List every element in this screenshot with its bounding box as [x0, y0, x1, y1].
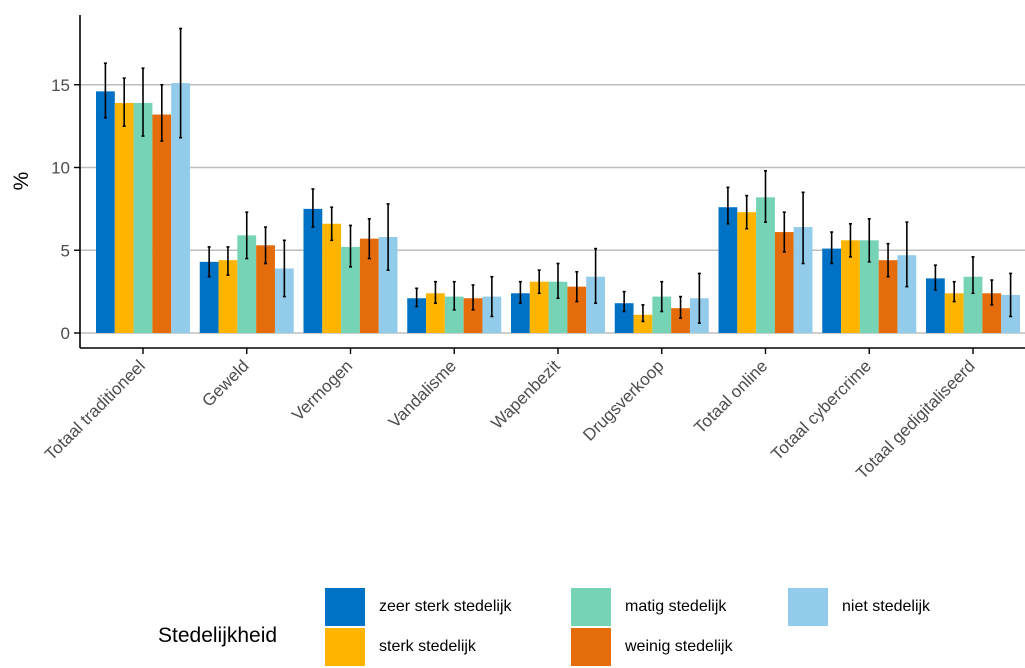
bar-sterk-stedelijk-vermogen	[322, 223, 342, 333]
bar-matig-stedelijk-totaal-cybercrime	[859, 240, 879, 333]
bar-weinig-stedelijk-totaal-online	[774, 232, 794, 333]
bar-matig-stedelijk-totaal-traditioneel	[133, 102, 153, 333]
legend-label-niet-stedelijk: niet stedelijk	[842, 598, 931, 615]
bar-weinig-stedelijk-drugsverkoop	[671, 308, 690, 333]
y-axis-title: %	[10, 172, 33, 191]
bar-matig-stedelijk-totaal-online	[756, 197, 775, 333]
bar-zeer-sterk-stedelijk-totaal-traditioneel	[96, 91, 115, 334]
bar-weinig-stedelijk-totaal-cybercrime	[878, 260, 898, 333]
bar-zeer-sterk-stedelijk-totaal-cybercrime	[822, 248, 842, 333]
bar-matig-stedelijk-totaal-gedigitaliseerd	[963, 276, 983, 333]
bar-zeer-sterk-stedelijk-wapenbezit	[511, 293, 530, 333]
bar-niet-stedelijk-totaal-online	[793, 227, 813, 333]
legend-label-zeer-sterk-stedelijk: zeer sterk stedelijk	[379, 598, 512, 615]
bar-zeer-sterk-stedelijk-vandalisme	[407, 298, 427, 333]
bar-zeer-sterk-stedelijk-totaal-online	[718, 207, 738, 333]
error-bars	[103, 27, 1013, 324]
bar-niet-stedelijk-geweld	[274, 268, 294, 333]
legend-label-weinig-stedelijk: weinig stedelijk	[624, 638, 734, 655]
x-tick-label: Vermogen	[288, 356, 356, 424]
bar-weinig-stedelijk-vermogen	[359, 238, 379, 333]
legend-key-zeer-sterk-stedelijk	[325, 588, 365, 626]
legend-title: Stedelijkheid	[158, 624, 277, 647]
bar-sterk-stedelijk-wapenbezit	[529, 281, 549, 333]
x-tick-label: Drugsverkoop	[579, 356, 667, 444]
bar-sterk-stedelijk-vandalisme	[426, 293, 445, 333]
bar-sterk-stedelijk-totaal-cybercrime	[841, 240, 860, 333]
legend-key-sterk-stedelijk	[325, 628, 365, 666]
legend-key-niet-stedelijk	[788, 588, 828, 626]
bar-zeer-sterk-stedelijk-vermogen	[303, 208, 323, 333]
x-tick-label: Totaal gedigitaliseerd	[852, 356, 978, 482]
bar-weinig-stedelijk-geweld	[256, 245, 275, 333]
bars	[96, 83, 1020, 334]
x-tick-label: Totaal traditioneel	[41, 356, 149, 464]
bar-sterk-stedelijk-totaal-online	[737, 212, 757, 333]
legend-label-sterk-stedelijk: sterk stedelijk	[379, 638, 477, 655]
bar-sterk-stedelijk-totaal-traditioneel	[114, 102, 134, 333]
y-tick-label: 0	[61, 324, 70, 343]
bar-matig-stedelijk-geweld	[237, 235, 257, 333]
bar-weinig-stedelijk-totaal-traditioneel	[152, 114, 172, 333]
legend-label-matig-stedelijk: matig stedelijk	[625, 598, 727, 615]
legend-key-weinig-stedelijk	[571, 628, 611, 666]
bar-sterk-stedelijk-geweld	[218, 260, 238, 333]
axes	[79, 15, 1025, 349]
legend-key-matig-stedelijk	[571, 588, 611, 626]
x-tick-label: Vandalisme	[385, 356, 460, 431]
bar-niet-stedelijk-totaal-cybercrime	[897, 255, 917, 333]
x-tick-label: Totaal online	[690, 356, 771, 437]
y-ticks: 0 5 10 15	[51, 76, 80, 343]
bar-weinig-stedelijk-vandalisme	[463, 298, 483, 333]
bar-sterk-stedelijk-drugsverkoop	[633, 314, 653, 333]
y-tick-label: 5	[61, 241, 70, 260]
bar-niet-stedelijk-totaal-traditioneel	[171, 83, 190, 333]
bar-weinig-stedelijk-wapenbezit	[567, 286, 587, 333]
bar-weinig-stedelijk-totaal-gedigitaliseerd	[982, 293, 1002, 333]
x-tick-label: Geweld	[198, 356, 252, 410]
bar-matig-stedelijk-vermogen	[341, 246, 360, 333]
bar-niet-stedelijk-wapenbezit	[586, 276, 605, 333]
bar-zeer-sterk-stedelijk-geweld	[199, 261, 219, 333]
bar-matig-stedelijk-wapenbezit	[548, 281, 568, 333]
x-tick-label: Wapenbezit	[487, 356, 564, 433]
bar-zeer-sterk-stedelijk-drugsverkoop	[614, 303, 634, 333]
bar-niet-stedelijk-vermogen	[378, 237, 398, 333]
y-tick-label: 15	[51, 76, 70, 95]
x-ticks: Totaal traditioneel Geweld Vermogen Vandali…	[41, 348, 979, 483]
bar-matig-stedelijk-vandalisme	[444, 296, 464, 333]
bar-sterk-stedelijk-totaal-gedigitaliseerd	[944, 293, 964, 333]
legend: Stedelijkheid zeer sterk stedelijk sterk …	[158, 588, 931, 666]
bar-zeer-sterk-stedelijk-totaal-gedigitaliseerd	[926, 278, 945, 333]
x-tick-label: Totaal cybercrime	[767, 356, 875, 464]
y-tick-label: 10	[51, 159, 70, 178]
bar-matig-stedelijk-drugsverkoop	[652, 296, 672, 333]
